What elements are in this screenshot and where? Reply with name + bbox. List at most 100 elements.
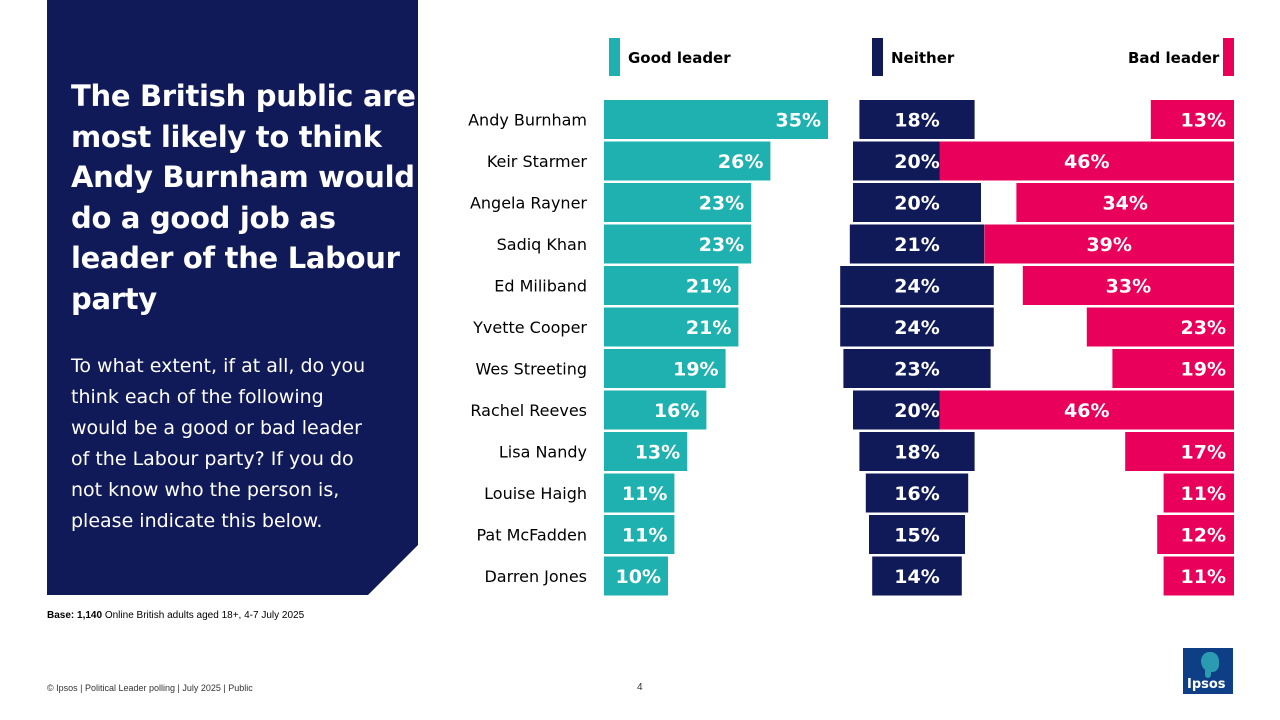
bar-neither-yvette-cooper	[840, 307, 994, 347]
value-label-neither-louise-haigh: 16%	[894, 483, 939, 505]
value-label-bad-andy-burnham: 13%	[1181, 110, 1226, 132]
category-label-darren-jones: Darren Jones	[484, 567, 587, 586]
bar-good-lisa-nandy	[604, 432, 688, 471]
bar-neither-pat-mcfadden	[869, 515, 965, 554]
ipsos-logo: Ipsos	[1183, 648, 1233, 694]
logo-mark-stem	[1205, 668, 1211, 678]
logo-text: Ipsos	[1187, 677, 1226, 692]
legend-label-bad: Bad leader	[1128, 49, 1220, 67]
bar-good-keir-starmer	[604, 141, 771, 181]
base-label: Base:	[47, 610, 75, 621]
legend-swatch-good	[609, 38, 620, 76]
category-label-angela-rayner: Angela Rayner	[470, 194, 587, 213]
bar-bad-lisa-nandy	[1125, 432, 1234, 471]
category-label-keir-starmer: Keir Starmer	[487, 152, 588, 171]
value-label-bad-pat-mcfadden: 12%	[1181, 525, 1226, 547]
value-label-neither-ed-miliband: 24%	[894, 276, 939, 298]
legend-swatch-bad	[1223, 38, 1234, 76]
bar-neither-louise-haigh	[865, 473, 969, 513]
legend-label-neither: Neither	[891, 49, 955, 67]
value-label-bad-ed-miliband: 33%	[1106, 276, 1151, 298]
value-label-neither-andy-burnham: 18%	[894, 110, 939, 132]
footer-text: © Ipsos | Political Leader polling | Jul…	[47, 683, 253, 693]
category-label-andy-burnham: Andy Burnham	[468, 111, 587, 130]
value-label-bad-rachel-reeves: 46%	[1064, 400, 1109, 422]
value-label-neither-lisa-nandy: 18%	[894, 442, 939, 464]
bar-bad-darren-jones	[1163, 556, 1234, 596]
bar-good-ed-miliband	[604, 266, 739, 305]
value-label-good-lisa-nandy: 13%	[635, 442, 680, 464]
category-label-rachel-reeves: Rachel Reeves	[470, 401, 587, 420]
legend-label-good: Good leader	[628, 49, 731, 67]
value-label-bad-louise-haigh: 11%	[1181, 483, 1226, 505]
value-label-neither-angela-rayner: 20%	[894, 193, 939, 215]
bar-good-angela-rayner	[604, 183, 752, 222]
value-label-good-keir-starmer: 26%	[718, 151, 763, 173]
bar-neither-lisa-nandy	[859, 432, 975, 471]
value-label-good-wes-streeting: 19%	[673, 359, 718, 381]
bar-neither-andy-burnham	[859, 100, 975, 139]
category-label-ed-miliband: Ed Miliband	[494, 277, 587, 296]
headline: The British public are most likely to th…	[71, 79, 416, 316]
bar-good-darren-jones	[604, 556, 668, 596]
bar-bad-angela-rayner	[1016, 183, 1234, 222]
value-label-neither-pat-mcfadden: 15%	[894, 525, 939, 547]
value-label-neither-sadiq-khan: 21%	[894, 234, 939, 256]
bar-bad-ed-miliband	[1022, 266, 1234, 305]
bar-neither-wes-streeting	[843, 349, 991, 388]
value-label-neither-wes-streeting: 23%	[894, 359, 939, 381]
bar-bad-sadiq-khan	[984, 224, 1234, 264]
value-label-good-ed-miliband: 21%	[686, 276, 731, 298]
bar-neither-sadiq-khan	[849, 224, 985, 264]
value-label-good-louise-haigh: 11%	[622, 483, 667, 505]
bar-bad-rachel-reeves	[939, 390, 1234, 430]
value-label-neither-rachel-reeves: 20%	[894, 400, 939, 422]
bar-good-yvette-cooper	[604, 307, 739, 347]
value-label-neither-darren-jones: 14%	[894, 566, 939, 588]
value-label-good-andy-burnham: 35%	[776, 110, 821, 132]
bar-neither-darren-jones	[872, 556, 962, 596]
value-label-bad-lisa-nandy: 17%	[1181, 442, 1226, 464]
value-label-bad-wes-streeting: 19%	[1181, 359, 1226, 381]
value-label-good-pat-mcfadden: 11%	[622, 525, 667, 547]
value-label-good-darren-jones: 10%	[616, 566, 661, 588]
base-note: Base: 1,140 Online British adults aged 1…	[47, 610, 304, 621]
value-label-good-rachel-reeves: 16%	[654, 400, 699, 422]
category-label-pat-mcfadden: Pat McFadden	[476, 526, 587, 545]
legend-swatch-neither	[872, 38, 883, 76]
value-label-good-yvette-cooper: 21%	[686, 317, 731, 339]
bar-good-andy-burnham	[604, 100, 828, 139]
bar-neither-angela-rayner	[853, 183, 981, 222]
value-label-bad-keir-starmer: 46%	[1064, 151, 1109, 173]
bar-bad-louise-haigh	[1163, 473, 1234, 513]
logo-mark	[1201, 652, 1219, 672]
bar-bad-pat-mcfadden	[1157, 515, 1234, 554]
bar-bad-andy-burnham	[1150, 100, 1234, 139]
category-label-wes-streeting: Wes Streeting	[475, 360, 587, 379]
value-label-bad-sadiq-khan: 39%	[1086, 234, 1131, 256]
bar-bad-keir-starmer	[939, 141, 1234, 181]
value-label-good-angela-rayner: 23%	[699, 193, 744, 215]
bar-good-wes-streeting	[604, 349, 726, 388]
question-text: To what extent, if at all, do you think …	[71, 355, 366, 532]
value-label-good-sadiq-khan: 23%	[699, 234, 744, 256]
headline-panel: The British public are most likely to th…	[47, 0, 418, 595]
bar-neither-ed-miliband	[840, 266, 994, 305]
value-label-neither-yvette-cooper: 24%	[894, 317, 939, 339]
bar-bad-wes-streeting	[1112, 349, 1234, 388]
bar-good-louise-haigh	[604, 473, 675, 513]
value-label-neither-keir-starmer: 20%	[894, 151, 939, 173]
bar-good-sadiq-khan	[604, 224, 752, 264]
bar-good-pat-mcfadden	[604, 515, 675, 554]
category-label-sadiq-khan: Sadiq Khan	[497, 235, 587, 254]
value-label-bad-angela-rayner: 34%	[1102, 193, 1147, 215]
base-value: 1,140	[77, 610, 103, 621]
base-text: Online British adults aged 18+, 4-7 July…	[104, 610, 305, 621]
category-label-lisa-nandy: Lisa Nandy	[499, 443, 587, 462]
bar-good-rachel-reeves	[604, 390, 707, 430]
value-label-bad-darren-jones: 11%	[1181, 566, 1226, 588]
page-number: 4	[637, 682, 643, 693]
category-label-yvette-cooper: Yvette Cooper	[472, 318, 587, 337]
value-label-bad-yvette-cooper: 23%	[1181, 317, 1226, 339]
